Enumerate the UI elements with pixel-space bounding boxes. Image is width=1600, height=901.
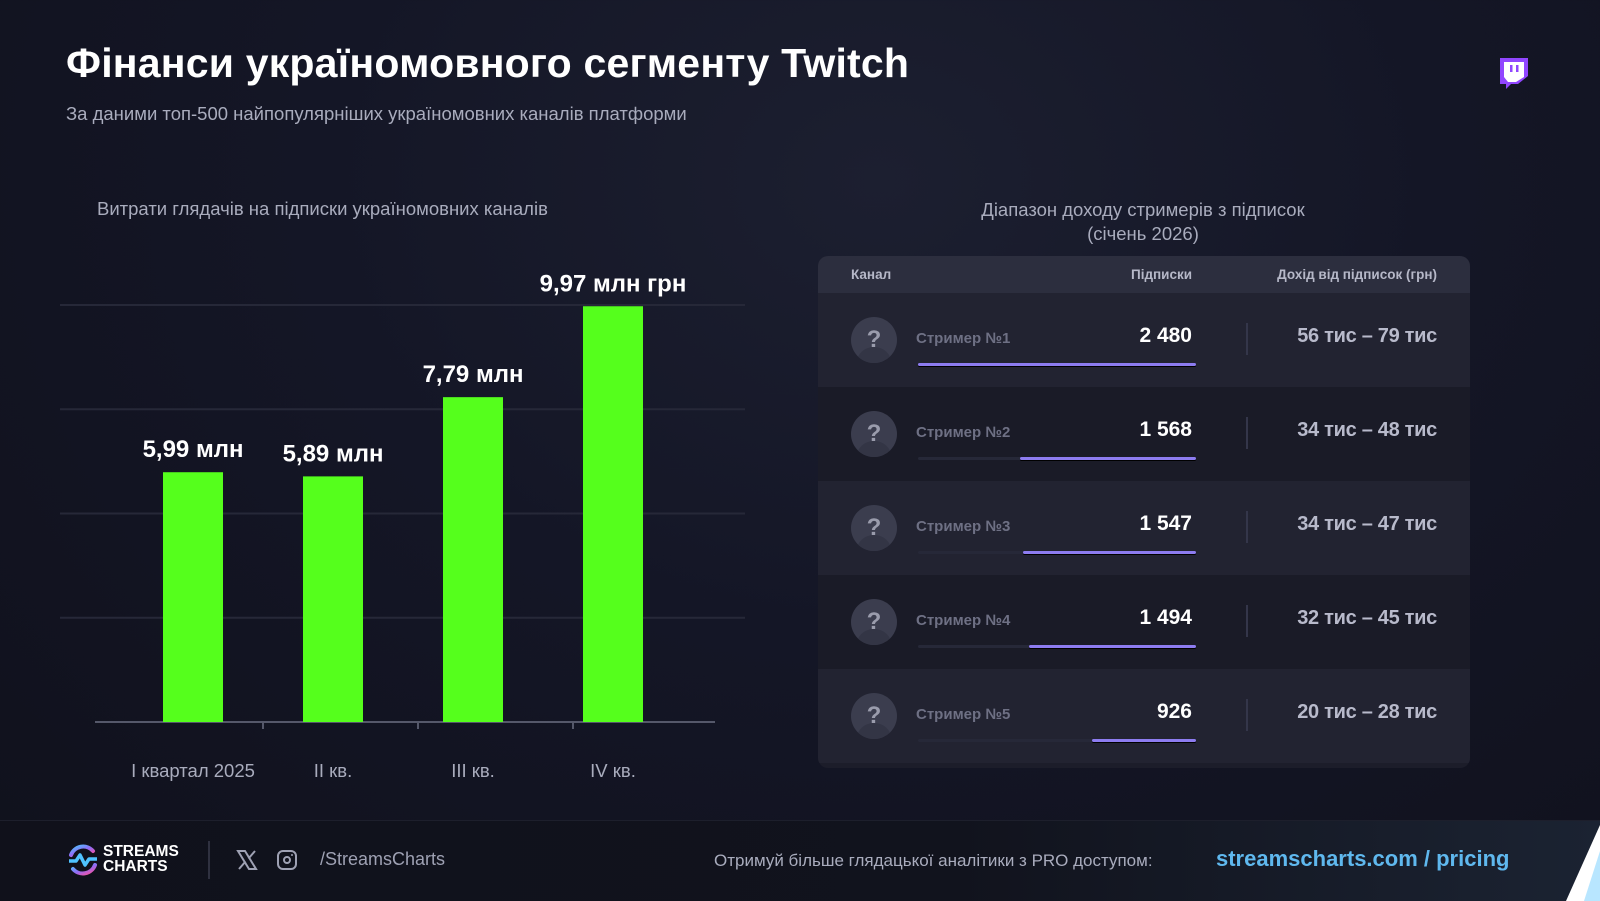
x-tick-label: III кв. xyxy=(451,760,495,781)
subs-count: 1 547 xyxy=(1139,512,1192,535)
bar xyxy=(443,397,503,722)
page-subtitle: За даними топ-500 найпопулярніших україн… xyxy=(66,103,687,124)
income-range: 56 тис – 79 тис xyxy=(1297,325,1437,347)
bar-value-label: 9,97 млн грн xyxy=(540,270,687,297)
column-divider xyxy=(1246,699,1248,731)
bar-chart: 5,99 млн I квартал 2025 5,89 млн II кв. 7,79… xyxy=(60,270,745,781)
avatar-placeholder-icon: ? xyxy=(851,505,897,551)
subs-bar-fill xyxy=(1028,645,1196,648)
income-range: 20 тис – 28 тис xyxy=(1297,701,1437,723)
column-header-subs: Підписки xyxy=(1131,267,1193,282)
streamer-name: Стример №2 xyxy=(916,424,1011,441)
subs-bar-fill xyxy=(1020,457,1196,460)
column-divider xyxy=(1246,323,1248,355)
avatar-glyph: ? xyxy=(866,514,882,541)
avatar-placeholder-icon: ? xyxy=(851,693,897,739)
avatar-glyph: ? xyxy=(866,420,882,447)
income-range: 34 тис – 47 тис xyxy=(1297,513,1437,535)
x-tick-label: II кв. xyxy=(314,760,352,781)
streamer-name: Стример №3 xyxy=(916,518,1011,535)
subs-count: 1 568 xyxy=(1139,418,1192,441)
column-divider xyxy=(1246,511,1248,543)
footer: STREAMS CHARTS /StreamsCharts Отримуй бі… xyxy=(0,820,1600,901)
streamscharts-logo-icon xyxy=(69,844,97,876)
instagram-icon[interactable] xyxy=(277,850,297,870)
table-row: ? Стример №5 926 20 тис – 28 тис xyxy=(818,669,1470,763)
subs-bar-track xyxy=(918,363,1196,366)
bar-value-label: 5,99 млн xyxy=(143,436,244,463)
table-row: ? Стример №2 1 568 34 тис – 48 тис xyxy=(818,387,1470,481)
subs-bar-track xyxy=(918,551,1196,554)
x-icon[interactable] xyxy=(236,849,258,871)
streamer-name: Стример №5 xyxy=(916,706,1011,723)
subs-bar-fill xyxy=(1022,551,1196,554)
streamer-name: Стример №4 xyxy=(916,612,1011,629)
x-tick-label: IV кв. xyxy=(590,760,636,781)
streamer-name: Стример №1 xyxy=(916,330,1011,347)
streamers-table: Канал Підписки Дохід від підписок (грн) … xyxy=(818,256,1470,768)
column-header-income: Дохід від підписок (грн) xyxy=(1277,267,1437,282)
column-header-channel: Канал xyxy=(851,267,892,282)
subs-bar-track xyxy=(918,645,1196,648)
pricing-link[interactable]: streamscharts.com / pricing xyxy=(1216,846,1510,871)
table-header: Канал Підписки Дохід від підписок (грн) xyxy=(818,256,1470,293)
subs-count: 1 494 xyxy=(1139,606,1192,629)
bar-value-label: 7,79 млн xyxy=(423,361,524,388)
logo-line2: CHARTS xyxy=(103,858,168,875)
social-handle[interactable]: /StreamsCharts xyxy=(320,849,446,869)
avatar-placeholder-icon: ? xyxy=(851,599,897,645)
income-range: 32 тис – 45 тис xyxy=(1297,607,1437,629)
bar-value-label: 5,89 млн xyxy=(283,440,384,467)
chart-title: Витрати глядачів на підписки україномовн… xyxy=(97,198,548,219)
corner-decoration xyxy=(1566,825,1600,901)
subs-count: 2 480 xyxy=(1139,324,1192,347)
column-divider xyxy=(1246,605,1248,637)
subs-bar-fill xyxy=(1092,739,1196,742)
avatar-placeholder-icon: ? xyxy=(851,317,897,363)
table-row: ? Стример №1 2 480 56 тис – 79 тис xyxy=(818,293,1470,387)
logo-line1: STREAMS xyxy=(103,843,179,860)
promo-text: Отримуй більше глядацької аналітики з PR… xyxy=(714,851,1153,870)
bar xyxy=(303,476,363,722)
logo-text: STREAMS CHARTS xyxy=(103,843,179,875)
table-row: ? Стример №4 1 494 32 тис – 45 тис xyxy=(818,575,1470,669)
table-title: Діапазон доходу стримерів з підписок (сі… xyxy=(818,198,1468,246)
x-tick-label: I квартал 2025 xyxy=(131,760,255,781)
bar xyxy=(583,306,643,722)
subs-count: 926 xyxy=(1156,700,1192,723)
table-title-line2: (січень 2026) xyxy=(1087,223,1199,244)
avatar-placeholder-icon: ? xyxy=(851,411,897,457)
avatar-glyph: ? xyxy=(866,702,882,729)
avatar-glyph: ? xyxy=(866,326,882,353)
subs-bar-fill xyxy=(918,363,1196,366)
page-title: Фінанси україномовного сегменту Twitch xyxy=(66,40,910,86)
twitch-icon xyxy=(1500,58,1528,89)
table-row: ? Стример №3 1 547 34 тис – 47 тис xyxy=(818,481,1470,575)
avatar-glyph: ? xyxy=(866,608,882,635)
table-title-line1: Діапазон доходу стримерів з підписок xyxy=(981,199,1305,220)
subs-bar-track xyxy=(918,457,1196,460)
footer-divider xyxy=(208,841,210,879)
subs-bar-track xyxy=(918,739,1196,742)
column-divider xyxy=(1246,417,1248,449)
income-range: 34 тис – 48 тис xyxy=(1297,419,1437,441)
bar xyxy=(163,472,223,722)
